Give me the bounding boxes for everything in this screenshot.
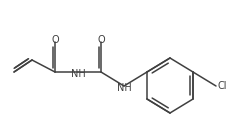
Text: Cl: Cl	[218, 81, 228, 91]
Text: O: O	[51, 35, 59, 45]
Text: NH: NH	[71, 69, 85, 79]
Text: NH: NH	[117, 83, 131, 93]
Text: O: O	[97, 35, 105, 45]
